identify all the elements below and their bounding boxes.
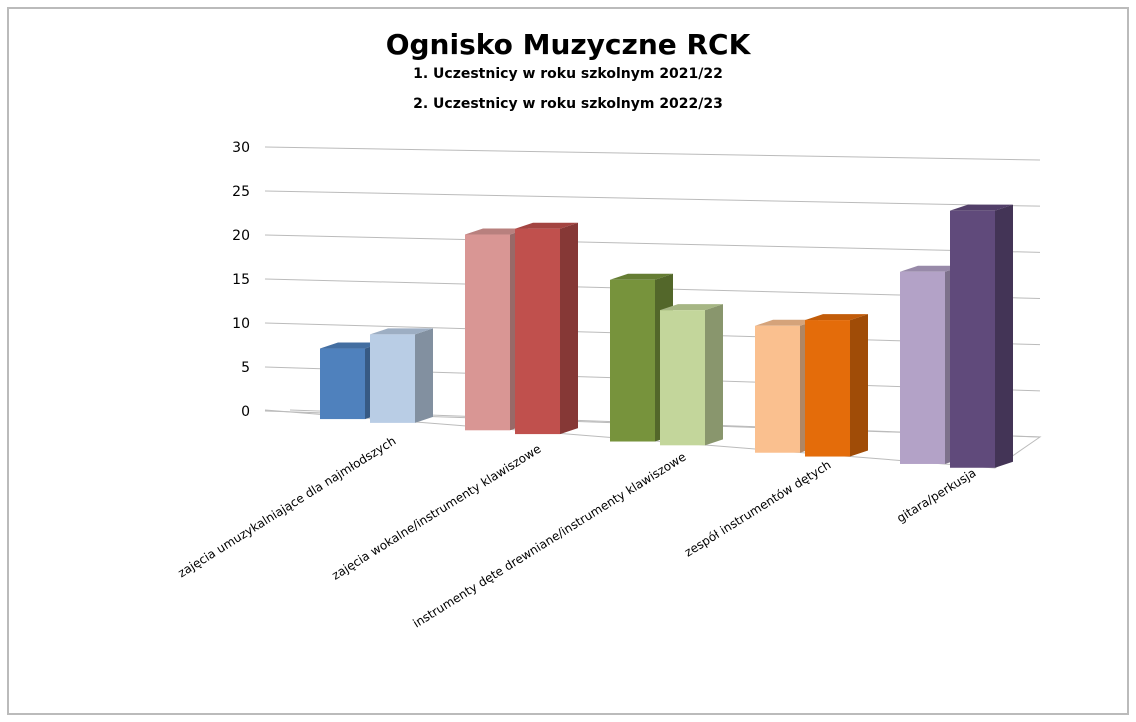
bar-front (465, 234, 510, 431)
bar-top (805, 314, 868, 321)
bar-top (755, 319, 818, 326)
y-tick-label: 10 (232, 316, 250, 332)
y-tick-label: 5 (241, 360, 250, 376)
chart-title: Ognisko Muzyczne RCK (386, 28, 752, 61)
y-tick-label: 15 (232, 272, 250, 288)
bar-front (900, 271, 945, 464)
bar (805, 314, 868, 457)
y-tick-label: 20 (232, 228, 250, 244)
bar-side (850, 314, 868, 457)
bar-top (370, 328, 433, 335)
grid-line (264, 234, 1041, 253)
grid-line (264, 190, 1041, 207)
bar-front (370, 334, 415, 423)
bar-top (465, 228, 528, 235)
bar-front (755, 325, 800, 453)
y-tick-label: 30 (232, 140, 250, 156)
bar-side (995, 204, 1013, 468)
y-tick-label: 0 (241, 404, 250, 420)
y-tick-label: 25 (232, 184, 250, 200)
bar-top (515, 222, 578, 229)
bar-side (705, 304, 723, 446)
bar (660, 304, 723, 446)
bar-front (320, 348, 365, 420)
bar-front (660, 310, 705, 446)
grid-line (264, 146, 1041, 161)
bar (610, 273, 673, 442)
bar-side (560, 222, 578, 435)
bar-top (900, 265, 963, 272)
bar-front (950, 210, 995, 468)
bar (370, 328, 433, 423)
bar-top (950, 204, 1013, 211)
bar (950, 204, 1013, 468)
bar-side (415, 328, 433, 423)
series-label: 1. Uczestnicy w roku szkolnym 2021/22 (413, 66, 723, 82)
bar (515, 222, 578, 435)
bar-front (515, 228, 560, 435)
bar-front (805, 320, 850, 457)
bar-top (610, 273, 673, 280)
bar-front (610, 279, 655, 442)
bar-top (320, 342, 383, 349)
bar-top (660, 304, 723, 311)
series-label: 2. Uczestnicy w roku szkolnym 2022/23 (413, 96, 723, 112)
